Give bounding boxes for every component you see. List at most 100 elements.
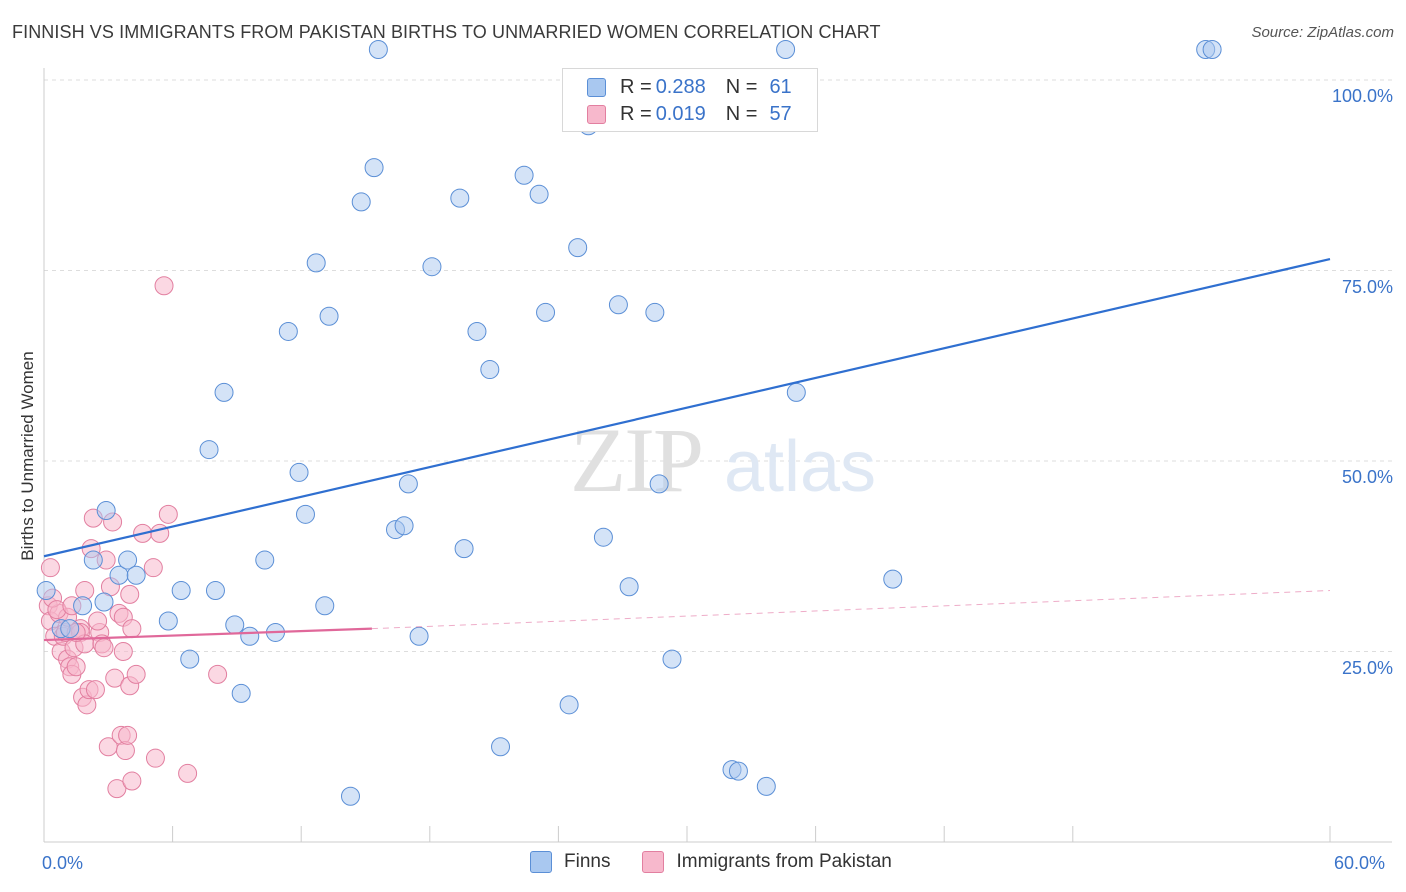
finns-trend-line bbox=[43, 257, 1331, 558]
series-legend: Finns Immigrants from Pakistan bbox=[530, 851, 924, 873]
finns-point bbox=[315, 596, 335, 616]
pakistan-point bbox=[120, 584, 140, 604]
finns-point bbox=[36, 581, 56, 601]
finns-point bbox=[776, 40, 796, 60]
grid-layer bbox=[44, 79, 1392, 652]
y-tick-label: 75.0% bbox=[1341, 276, 1393, 297]
finns-point bbox=[278, 321, 298, 341]
legend-row-finns: R = 0.288 N = 61 bbox=[587, 75, 792, 99]
finns-point bbox=[422, 257, 442, 277]
finns-point bbox=[619, 577, 639, 597]
finns-point bbox=[319, 306, 339, 326]
series-legend-finns: Finns bbox=[530, 851, 610, 873]
finns-point bbox=[368, 40, 388, 60]
legend-r-value: 0.288 bbox=[655, 75, 706, 98]
pakistan-point bbox=[94, 638, 114, 658]
finns-point bbox=[240, 626, 260, 646]
pakistan-point bbox=[126, 664, 146, 684]
finns-point bbox=[96, 501, 116, 521]
pakistan-trend-line bbox=[43, 627, 372, 642]
y-tick-label: 100.0% bbox=[1331, 86, 1393, 106]
finns-point bbox=[568, 238, 588, 258]
legend-r-label: R = bbox=[620, 102, 652, 125]
finns-point bbox=[514, 165, 534, 185]
finns-point bbox=[649, 474, 669, 494]
finns-point bbox=[450, 188, 470, 208]
watermark-atlas-text: atlas bbox=[724, 427, 876, 507]
source-label: Source: ZipAtlas.com bbox=[1251, 24, 1394, 41]
legend-row-pakistan: R = 0.019 N = 57 bbox=[587, 102, 792, 126]
finns-point bbox=[60, 619, 80, 639]
pakistan-point bbox=[158, 504, 178, 524]
legend-r-label: R = bbox=[620, 75, 652, 98]
pakistan-point bbox=[208, 664, 228, 684]
x-tick-label: 0.0% bbox=[42, 853, 84, 873]
y-tick-label: 25.0% bbox=[1341, 657, 1393, 678]
finns-point bbox=[94, 592, 114, 612]
finns-point bbox=[608, 295, 628, 315]
finns-point bbox=[351, 192, 371, 212]
finns-point bbox=[205, 581, 225, 601]
pakistan-point bbox=[122, 619, 142, 639]
finns-point bbox=[883, 569, 903, 589]
legend-swatch-finns bbox=[587, 77, 606, 97]
pakistan-point bbox=[88, 611, 108, 631]
axis-layer bbox=[43, 68, 1392, 843]
finns-point bbox=[593, 527, 613, 547]
pakistan-point bbox=[40, 558, 60, 578]
finns-point bbox=[214, 382, 234, 402]
finns-point bbox=[126, 565, 146, 585]
legend-n-label: N = bbox=[725, 75, 758, 98]
legend-n-label: N = bbox=[725, 102, 758, 125]
finns-point bbox=[409, 626, 429, 646]
pakistan-point bbox=[154, 276, 174, 296]
finns-point bbox=[529, 184, 549, 204]
y-tick-label: 50.0% bbox=[1341, 467, 1393, 487]
finns-point bbox=[536, 302, 556, 322]
finns-point bbox=[1202, 40, 1222, 60]
pakistan-point bbox=[105, 668, 125, 688]
pakistan-point bbox=[107, 779, 127, 799]
finns-point bbox=[786, 382, 806, 402]
finns-point bbox=[559, 695, 579, 715]
correlation-legend: R = 0.288 N = 61 R = 0.019 N = 57 bbox=[562, 68, 818, 132]
finns-point bbox=[255, 550, 275, 570]
pakistan-point bbox=[145, 748, 165, 768]
series-legend-pakistan: Immigrants from Pakistan bbox=[642, 851, 892, 873]
finns-point bbox=[295, 504, 315, 524]
watermark-zip-text: ZIP bbox=[570, 409, 702, 511]
finns-point bbox=[73, 596, 93, 616]
finns-point bbox=[480, 360, 500, 380]
finns-point bbox=[289, 462, 309, 482]
pakistan-point bbox=[122, 771, 142, 791]
finns-point bbox=[180, 649, 200, 669]
finns-point bbox=[491, 737, 511, 757]
finns-point bbox=[364, 158, 384, 178]
pakistan-point bbox=[118, 725, 138, 745]
finns-point bbox=[199, 440, 219, 460]
legend-r-value: 0.019 bbox=[655, 102, 706, 125]
chart-title: FINNISH VS IMMIGRANTS FROM PAKISTAN BIRT… bbox=[12, 22, 881, 42]
finns-point bbox=[454, 539, 474, 559]
finns-point bbox=[398, 474, 418, 494]
finns-point bbox=[225, 615, 245, 635]
trend-lines bbox=[43, 257, 1331, 642]
series-label-finns: Finns bbox=[564, 851, 611, 872]
pakistan-point bbox=[85, 680, 105, 700]
x-tick-label: 60.0% bbox=[1334, 853, 1386, 873]
finns-points bbox=[36, 40, 1222, 806]
finns-point bbox=[83, 550, 103, 570]
series-swatch-finns bbox=[530, 851, 552, 873]
watermark: ZIP atlas bbox=[570, 409, 876, 511]
finns-point bbox=[756, 776, 776, 796]
finns-point bbox=[171, 581, 191, 601]
finns-point bbox=[231, 683, 251, 703]
legend-swatch-pakistan bbox=[587, 104, 606, 124]
pakistan-point bbox=[178, 763, 198, 783]
finns-point bbox=[662, 649, 682, 669]
finns-point bbox=[645, 302, 665, 322]
finns-point bbox=[728, 761, 748, 781]
pakistan-point bbox=[143, 558, 163, 578]
pakistan-trend-extension bbox=[371, 590, 1331, 630]
